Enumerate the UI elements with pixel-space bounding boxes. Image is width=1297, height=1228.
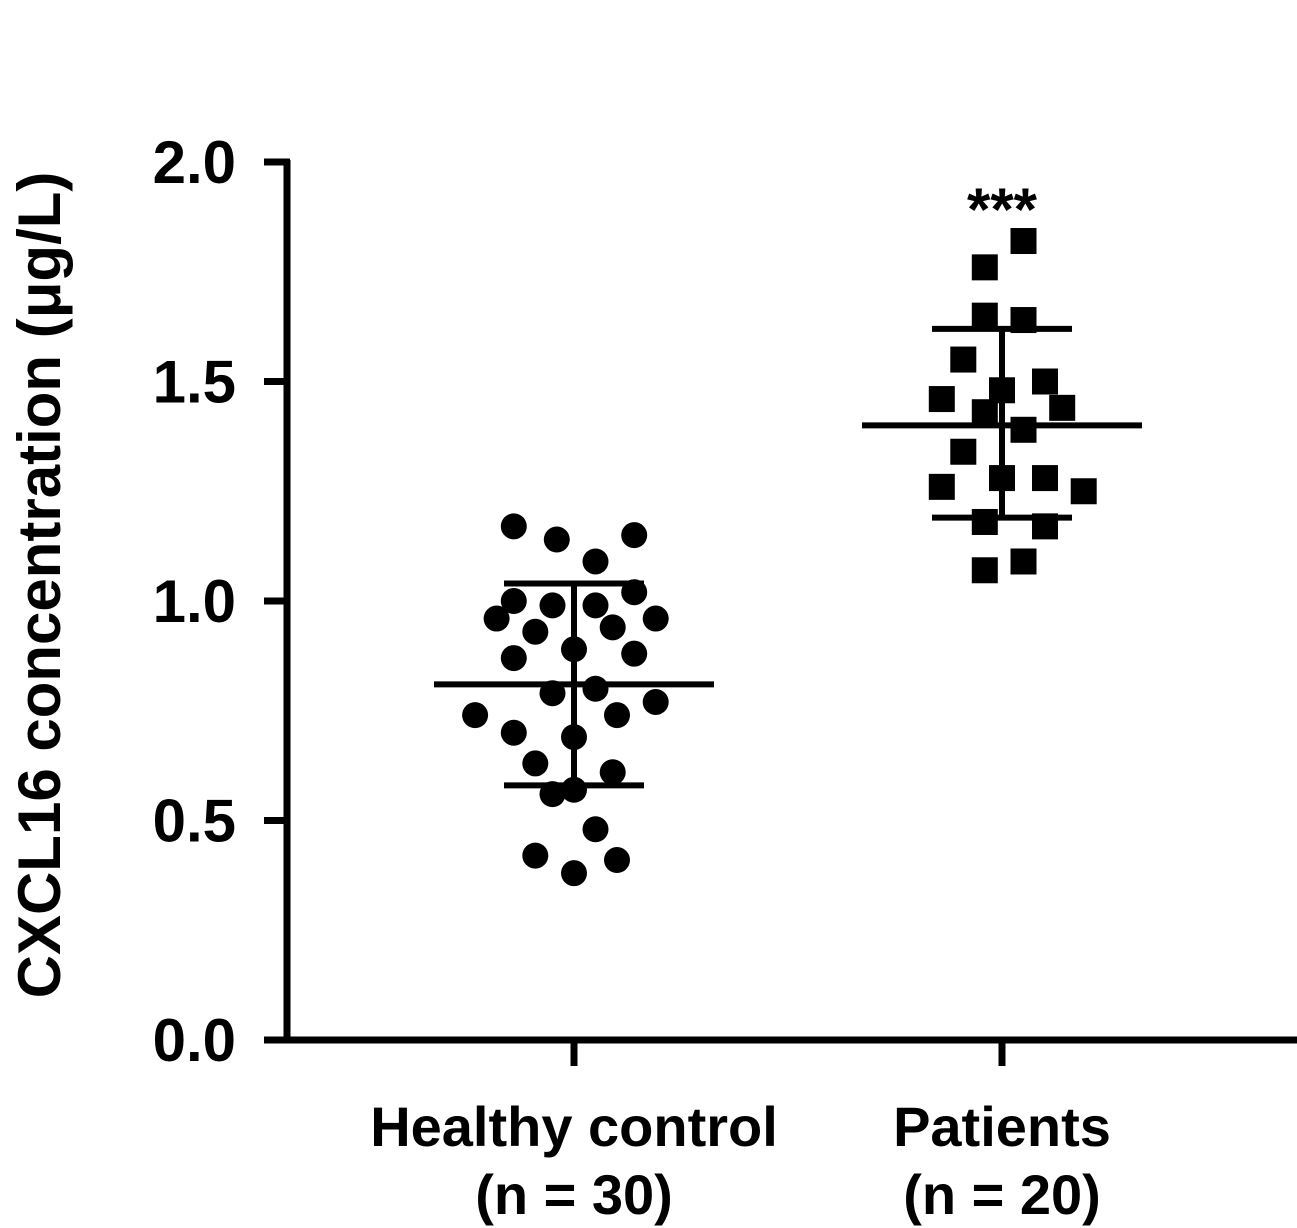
y-axis-label: CXCL16 concentration (μg/L)	[6, 172, 73, 999]
data-point-square	[1032, 513, 1058, 540]
data-points	[462, 228, 1097, 887]
x-tick-sublabel: (n = 20)	[903, 1163, 1101, 1226]
data-point-circle	[561, 860, 587, 887]
data-point-square	[1032, 465, 1058, 492]
data-point-square	[1032, 368, 1058, 395]
data-point-square	[1010, 416, 1037, 443]
data-point-circle	[582, 816, 609, 843]
data-point-square	[971, 557, 998, 584]
data-point-square	[928, 386, 955, 413]
data-point-circle	[561, 636, 587, 663]
data-point-square	[971, 254, 998, 281]
data-point-square	[989, 377, 1015, 404]
data-point-circle	[500, 513, 527, 540]
data-point-square	[989, 465, 1015, 492]
data-point-circle	[483, 605, 510, 632]
data-point-square	[950, 346, 977, 373]
x-ticks: Healthy control(n = 30) Patients(n = 20)	[370, 1040, 1111, 1226]
data-point-circle	[462, 702, 489, 729]
y-tick-label: 1.5	[153, 349, 236, 416]
data-point-circle	[604, 847, 630, 874]
data-point-circle	[522, 842, 549, 869]
data-point-circle	[539, 781, 566, 808]
data-point-circle	[582, 592, 609, 619]
significance-annotation: ***	[967, 176, 1038, 243]
axes	[264, 160, 1297, 1044]
data-point-circle	[642, 688, 669, 715]
data-point-circle	[599, 614, 626, 641]
data-point-circle	[543, 526, 570, 553]
data-point-square	[971, 302, 998, 329]
data-point-circle	[642, 605, 669, 632]
y-ticks: 0.0 0.5 1.0 1.5 2.0	[153, 129, 290, 1074]
data-point-circle	[539, 680, 566, 707]
x-tick-label: Healthy control	[370, 1095, 778, 1158]
data-point-circle	[561, 776, 587, 803]
data-point-square	[928, 473, 955, 500]
data-point-circle	[621, 640, 648, 667]
data-point-circle	[604, 702, 630, 729]
data-point-circle	[561, 724, 587, 751]
data-point-circle	[522, 750, 549, 777]
y-tick-label: 1.0	[153, 568, 236, 635]
data-point-square	[950, 438, 977, 465]
data-point-circle	[500, 588, 527, 614]
x-tick-sublabel: (n = 30)	[475, 1163, 673, 1226]
data-point-circle	[599, 759, 626, 786]
data-point-square	[1010, 307, 1037, 334]
y-tick-label: 2.0	[153, 129, 236, 196]
data-point-circle	[522, 618, 549, 645]
data-point-square	[971, 399, 998, 426]
data-point-square	[1049, 394, 1076, 421]
data-point-circle	[539, 592, 566, 619]
data-point-circle	[500, 719, 527, 746]
data-point-square	[1070, 478, 1097, 505]
data-point-circle	[582, 548, 609, 575]
y-tick-label: 0.0	[153, 1007, 236, 1074]
data-point-circle	[621, 522, 648, 549]
data-point-circle	[582, 675, 609, 702]
annotations: ***	[967, 176, 1038, 243]
x-tick-label: Patients	[893, 1095, 1111, 1158]
data-point-square	[1010, 548, 1037, 575]
data-point-circle	[621, 579, 648, 606]
data-point-square	[1010, 228, 1037, 255]
data-point-circle	[500, 645, 527, 672]
data-point-square	[971, 508, 998, 535]
y-tick-label: 0.5	[153, 788, 236, 855]
